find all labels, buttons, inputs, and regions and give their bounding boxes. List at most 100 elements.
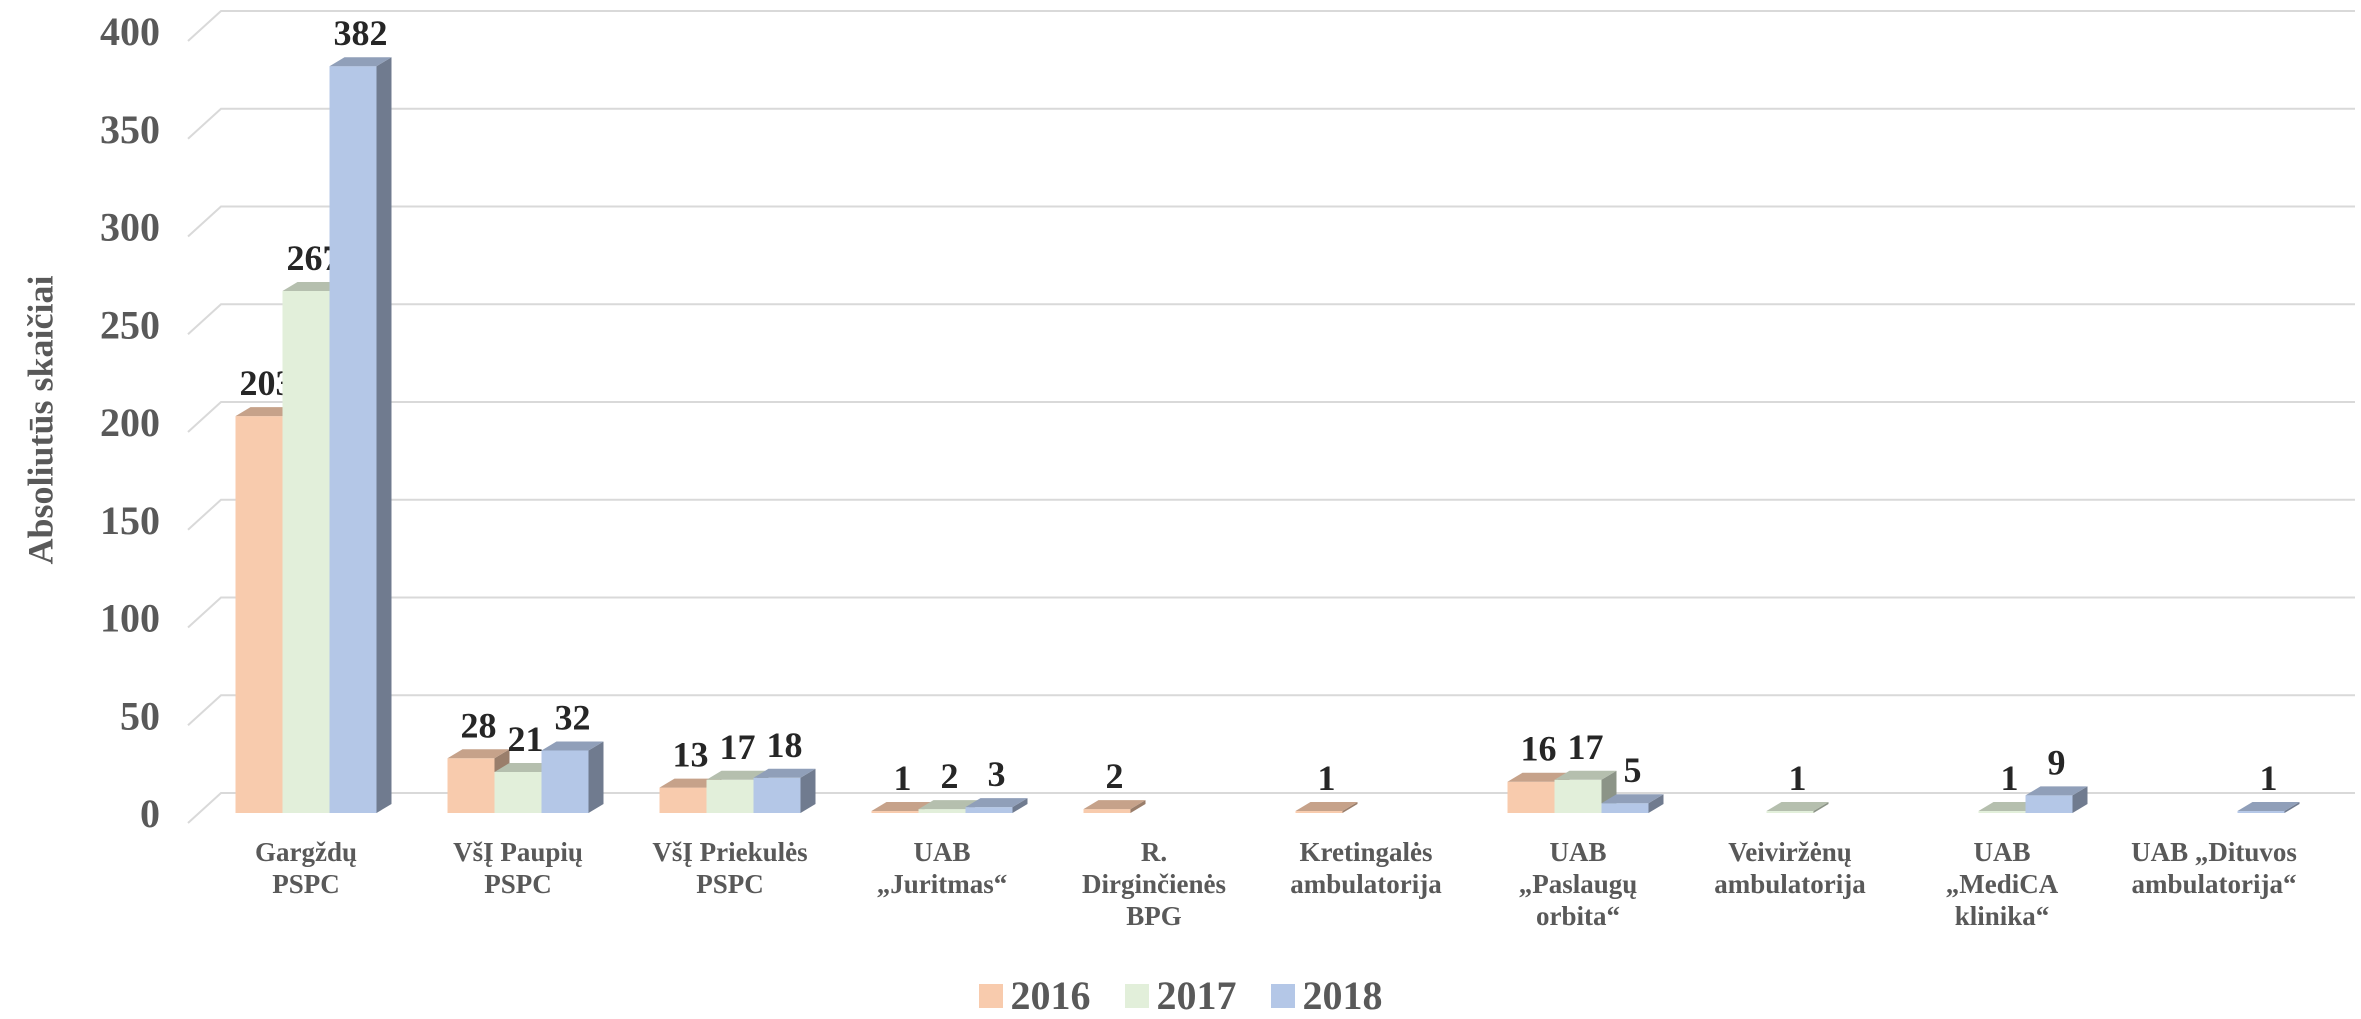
data-label: 3: [988, 754, 1006, 794]
bar-side: [1813, 802, 1829, 813]
bar-top: [706, 770, 769, 780]
bar: [706, 779, 754, 813]
bar-side: [588, 741, 604, 813]
y-tick-label: 200: [100, 400, 160, 445]
legend-swatch: [978, 983, 1003, 1008]
bar-top: [1766, 802, 1829, 812]
bar-top: [282, 282, 345, 292]
bar: [235, 416, 283, 813]
bar: [447, 758, 495, 813]
legend-swatch: [1270, 983, 1295, 1008]
legend-item: 2018: [1270, 972, 1383, 1019]
legend-item: 2016: [978, 972, 1091, 1019]
bar-side: [1130, 800, 1146, 813]
grid-line: [187, 498, 2355, 531]
y-axis-title: Absoliutūs skaičiai: [20, 275, 60, 564]
legend-label: 2016: [1010, 973, 1091, 1018]
data-label: 1: [1318, 758, 1336, 798]
data-label: 9: [2048, 742, 2066, 782]
y-tick-label: 100: [100, 596, 160, 641]
bar-side: [2284, 802, 2300, 813]
x-tick-label: UAB „Paslaugų orbita“: [1518, 837, 1638, 931]
bar: [2025, 795, 2073, 813]
bar-top: [2237, 802, 2300, 812]
bar: [871, 811, 919, 813]
bar: [494, 771, 542, 813]
data-label: 21: [508, 719, 544, 759]
bar: [1601, 803, 1649, 813]
data-label: 1: [2260, 758, 2278, 798]
bar: [918, 809, 966, 813]
bar-top: [2025, 786, 2088, 796]
y-tick-label: 350: [100, 107, 160, 152]
x-tick-label: UAB „Juritmas“: [876, 837, 1008, 899]
data-label: 28: [461, 705, 497, 745]
bar-top: [541, 741, 604, 751]
bar-top: [235, 407, 298, 417]
bar: [659, 787, 707, 813]
bar: [753, 777, 801, 813]
bar-side: [1012, 798, 1028, 813]
bar-top: [447, 749, 510, 759]
grid-line: [187, 205, 2355, 238]
bar-top: [1978, 802, 2041, 812]
bar-top: [871, 802, 934, 812]
data-label: 382: [334, 13, 388, 53]
y-tick-label: 400: [100, 9, 160, 54]
x-tick-label: VšĮ Priekulės PSPC: [652, 837, 808, 899]
bar-side: [800, 768, 816, 813]
data-label: 16: [1521, 729, 1557, 769]
data-label: 1: [1789, 758, 1807, 798]
data-label: 1: [894, 758, 912, 798]
data-label: 5: [1624, 750, 1642, 790]
bar-side: [1648, 794, 1664, 813]
bar-top: [1083, 800, 1146, 810]
x-tick-label: Gargždų PSPC: [254, 837, 357, 899]
x-tick-label: VšĮ Paupių PSPC: [453, 837, 583, 899]
data-label: 2: [1106, 756, 1124, 796]
x-tick-label: Veiviržėnų ambulatorija: [1714, 837, 1866, 899]
bar: [541, 750, 589, 813]
bar: [1766, 811, 1814, 813]
bar-side: [376, 57, 392, 813]
data-label: 18: [767, 725, 803, 765]
data-label: 17: [720, 727, 756, 767]
y-tick-label: 300: [100, 205, 160, 250]
bar-top: [494, 762, 557, 772]
legend-swatch: [1124, 983, 1149, 1008]
data-label: 17: [1568, 727, 1604, 767]
data-label: 32: [555, 697, 591, 737]
bar-top: [918, 800, 981, 810]
bar: [965, 807, 1013, 813]
bar-top: [753, 768, 816, 778]
legend-item: 2017: [1124, 972, 1237, 1019]
bar: [1507, 781, 1555, 813]
grid-line: [187, 10, 2355, 42]
legend-label: 2018: [1302, 973, 1383, 1018]
legend-label: 2017: [1156, 973, 1237, 1018]
bar-side: [2072, 786, 2088, 813]
y-tick-label: 50: [120, 693, 160, 738]
bar-top: [1554, 770, 1617, 780]
legend: 2016 2017 2018: [0, 972, 2361, 1019]
grid-line: [187, 107, 2355, 140]
bar-side: [1342, 802, 1358, 813]
x-tick-label: Kretingalės ambulatorija: [1290, 837, 1442, 899]
bar: [1083, 809, 1131, 813]
bar-top: [329, 57, 392, 67]
bar: [1295, 811, 1343, 813]
y-tick-label: 150: [100, 498, 160, 543]
data-label: 1: [2001, 758, 2019, 798]
x-tick-label: UAB „Dituvos ambulatorija“: [2131, 837, 2297, 899]
x-tick-label: R. Dirginčienės BPG: [1082, 837, 1226, 931]
grid-line: [187, 596, 2355, 629]
x-tick-label: UAB „MediCA klinika“: [1945, 837, 2059, 931]
grid-line: [187, 303, 2355, 335]
grid-line: [187, 694, 2355, 726]
bar: [2237, 811, 2285, 813]
bar-top: [1601, 794, 1664, 804]
grid-line: [187, 401, 2355, 433]
bar-top: [965, 798, 1028, 808]
